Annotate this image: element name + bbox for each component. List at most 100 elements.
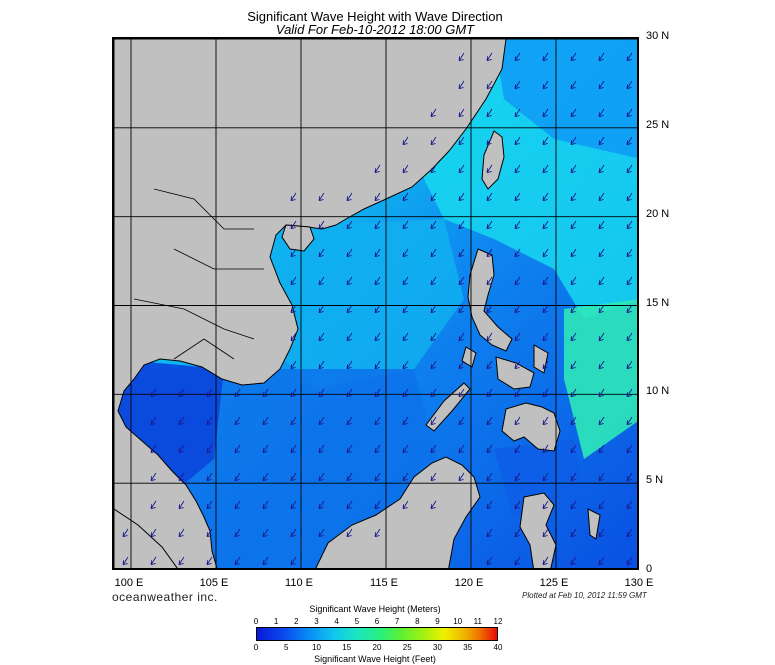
wave-direction-arrow: [486, 444, 493, 454]
wave-direction-arrow: [486, 332, 493, 342]
wave-direction-arrow: [150, 416, 157, 426]
wave-direction-arrow: [318, 304, 325, 314]
wave-direction-arrow: [346, 220, 353, 230]
wave-direction-arrow: [374, 416, 381, 426]
wave-direction-arrow: [458, 276, 465, 286]
wave-direction-arrow: [626, 472, 633, 482]
wave-direction-arrow: [486, 164, 493, 174]
land-mindoro: [461, 346, 477, 368]
wave-direction-arrow: [234, 556, 241, 566]
wave-direction-arrow: [542, 388, 549, 398]
sea-patch-celebes: [494, 439, 584, 519]
land-sulawesi: [519, 492, 557, 568]
colorbar-tick-meters: 5: [354, 617, 360, 626]
lon-label: 125 E: [539, 577, 569, 589]
wave-direction-arrow: [458, 360, 465, 370]
wave-direction-arrow: [290, 444, 297, 454]
wave-direction-arrow: [542, 444, 549, 454]
wave-direction-arrow: [458, 192, 465, 202]
wave-direction-arrow: [598, 528, 605, 538]
wave-direction-arrow: [150, 388, 157, 398]
wave-direction-arrow: [290, 416, 297, 426]
wave-direction-arrow: [430, 276, 437, 286]
wave-direction-arrow: [402, 192, 409, 202]
wave-direction-arrow: [514, 528, 521, 538]
wave-direction-arrow: [542, 80, 549, 90]
wave-direction-arrow: [514, 472, 521, 482]
colorbar-tick-feet: 20: [372, 643, 382, 652]
wave-direction-arrow: [486, 248, 493, 258]
wave-direction-arrow: [570, 220, 577, 230]
wave-direction-arrow: [346, 528, 353, 538]
land-sumatra: [114, 508, 178, 568]
wave-direction-arrow: [458, 80, 465, 90]
wave-direction-arrow: [234, 388, 241, 398]
wave-direction-arrow: [598, 164, 605, 174]
wave-direction-arrow: [262, 444, 269, 454]
lon-label: 110 E: [285, 577, 313, 589]
wave-direction-arrow: [402, 276, 409, 286]
lat-label: 25 N: [646, 118, 670, 131]
wave-direction-arrow: [514, 248, 521, 258]
wave-direction-arrow: [458, 108, 465, 118]
wave-direction-arrow: [178, 416, 185, 426]
wave-direction-arrow: [598, 276, 605, 286]
wave-direction-arrow: [486, 108, 493, 118]
wave-direction-arrow: [318, 416, 325, 426]
wave-direction-arrow: [206, 500, 213, 510]
wave-direction-arrow: [430, 136, 437, 146]
wave-direction-arrow: [458, 472, 465, 482]
land-borneo: [315, 456, 481, 568]
wave-direction-arrow: [626, 556, 633, 566]
wave-direction-arrow: [598, 332, 605, 342]
wave-direction-arrow: [514, 304, 521, 314]
wave-direction-arrow: [598, 304, 605, 314]
sea-patch-mid: [244, 219, 464, 389]
sea-patch-ne: [494, 39, 637, 159]
wave-direction-arrow: [430, 192, 437, 202]
wave-direction-arrow: [178, 444, 185, 454]
wave-direction-arrow: [486, 220, 493, 230]
wave-direction-arrow: [262, 472, 269, 482]
wave-direction-arrow: [290, 500, 297, 510]
wave-direction-arrow: [598, 108, 605, 118]
wave-direction-arrow: [626, 192, 633, 202]
wave-direction-arrow: [486, 136, 493, 146]
lon-label: 120 E: [454, 577, 484, 589]
colorbar-tick-meters: 10: [453, 617, 463, 626]
wave-direction-arrow: [374, 220, 381, 230]
wave-direction-arrow: [346, 248, 353, 258]
wave-direction-arrow: [570, 444, 577, 454]
wave-direction-arrow: [318, 472, 325, 482]
wave-direction-arrow: [570, 80, 577, 90]
wave-direction-arrow: [290, 528, 297, 538]
wave-direction-arrow: [542, 164, 549, 174]
wave-direction-arrow: [150, 528, 157, 538]
lon-label: 100 E: [114, 577, 144, 589]
wave-direction-arrow: [514, 444, 521, 454]
wave-direction-arrow: [346, 500, 353, 510]
wave-direction-arrow: [626, 220, 633, 230]
wave-direction-arrow: [598, 52, 605, 62]
wave-direction-arrow: [458, 304, 465, 314]
wave-direction-arrow: [430, 164, 437, 174]
wave-direction-arrow: [346, 192, 353, 202]
wave-direction-arrow: [234, 472, 241, 482]
wave-direction-arrow: [542, 332, 549, 342]
wave-direction-arrow: [598, 500, 605, 510]
wave-direction-arrow: [402, 500, 409, 510]
wave-direction-arrow: [374, 248, 381, 258]
colorbar-tick-feet: 10: [312, 643, 321, 652]
wave-direction-arrow: [206, 528, 213, 538]
wave-direction-arrow: [262, 416, 269, 426]
wave-direction-arrow: [430, 248, 437, 258]
wave-direction-arrow: [346, 416, 353, 426]
wave-direction-arrow: [206, 444, 213, 454]
wave-direction-arrow: [346, 472, 353, 482]
lat-label: 5 N: [646, 474, 664, 487]
wave-direction-arrow: [430, 304, 437, 314]
wave-direction-arrow: [626, 136, 633, 146]
wave-direction-arrow: [598, 388, 605, 398]
land-taiwan: [481, 130, 505, 190]
wave-direction-arrow: [570, 192, 577, 202]
